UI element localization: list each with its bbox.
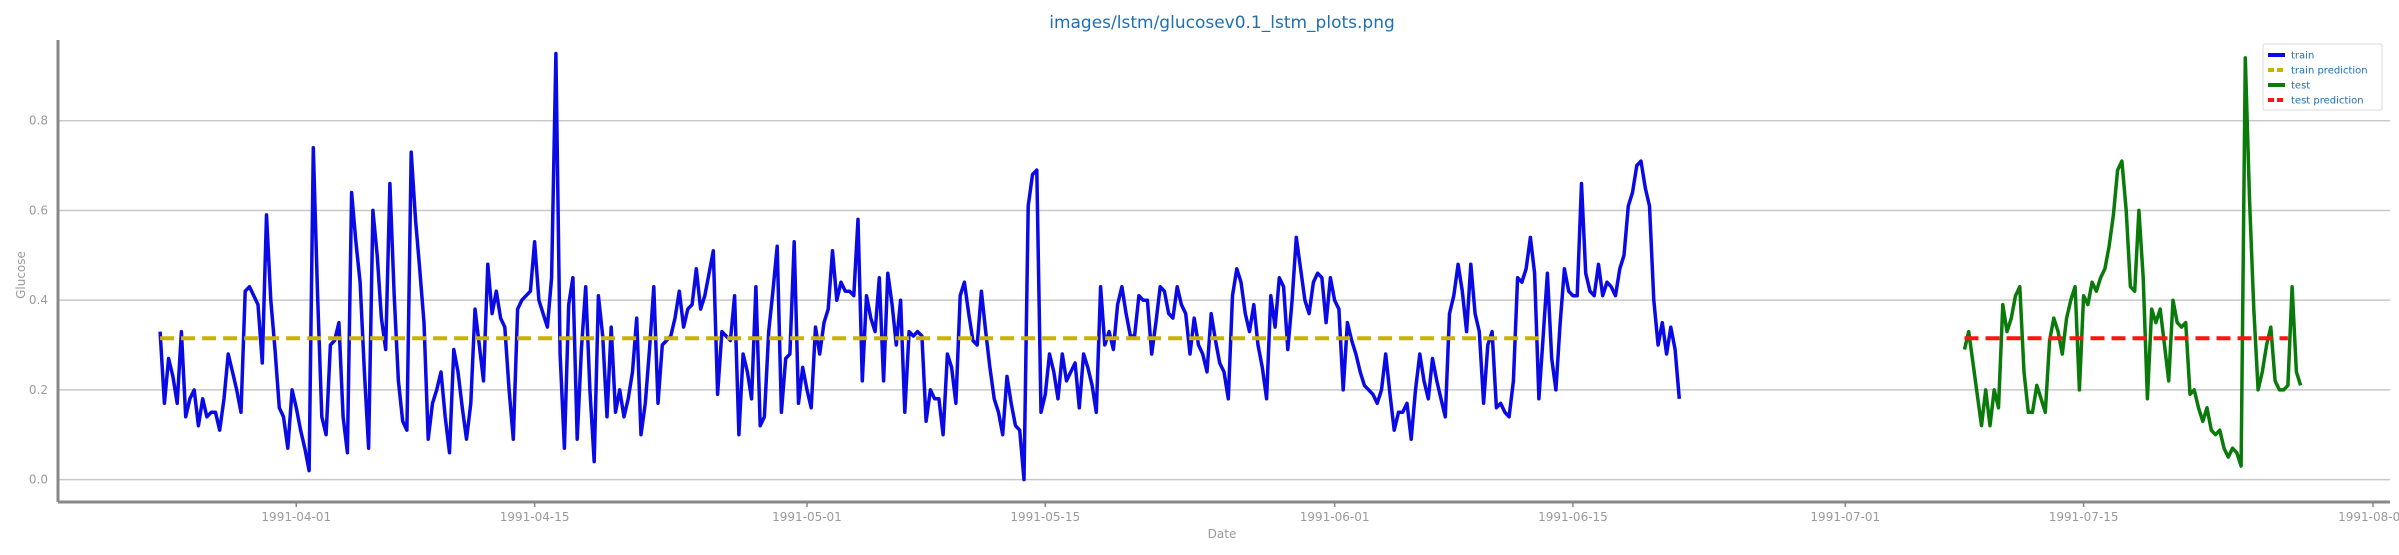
y-tick-label: 0.6 xyxy=(29,203,48,217)
y-axis-title: Glucose xyxy=(14,251,28,299)
y-tick-label: 0.8 xyxy=(29,114,48,128)
axes xyxy=(56,40,2390,504)
legend-label: train prediction xyxy=(2291,66,2368,77)
series-line-test xyxy=(1962,56,2303,468)
x-tick-label: 1991-06-15 xyxy=(1538,510,1608,524)
y-tick-label: 0.0 xyxy=(29,473,48,487)
x-axis-title: Date xyxy=(1208,527,1237,541)
x-tick-label: 1991-04-15 xyxy=(500,510,570,524)
series-layer xyxy=(158,51,2303,482)
x-tick-label: 1991-07-15 xyxy=(2049,510,2119,524)
x-tick-label: 1991-07-01 xyxy=(1810,510,1880,524)
x-tick-label: 1991-05-15 xyxy=(1010,510,1080,524)
legend-label: test xyxy=(2291,81,2310,92)
grid xyxy=(58,119,2390,481)
chart-title: images/lstm/glucosev0.1_lstm_plots.png xyxy=(1049,13,1395,33)
x-tick-label: 1991-05-01 xyxy=(772,510,842,524)
x-tick-label: 1991-06-01 xyxy=(1300,510,1370,524)
legend-label: test prediction xyxy=(2291,96,2364,107)
y-tick-label: 0.2 xyxy=(29,383,48,397)
x-ticks: 1991-04-01 1991-04-15 1991-05-01 1991-05-15… xyxy=(261,502,2399,524)
y-ticks: 0.0 0.2 0.4 0.6 0.8 xyxy=(29,114,48,487)
legend: train train prediction test test prediction xyxy=(2262,43,2383,111)
series-line-train xyxy=(158,51,1682,482)
legend-label: train xyxy=(2291,51,2314,62)
x-tick-label: 1991-04-01 xyxy=(261,510,331,524)
legend-box xyxy=(2262,43,2383,111)
x-tick-label: 1991-08-01 xyxy=(2338,510,2399,524)
y-tick-label: 0.4 xyxy=(29,293,48,307)
